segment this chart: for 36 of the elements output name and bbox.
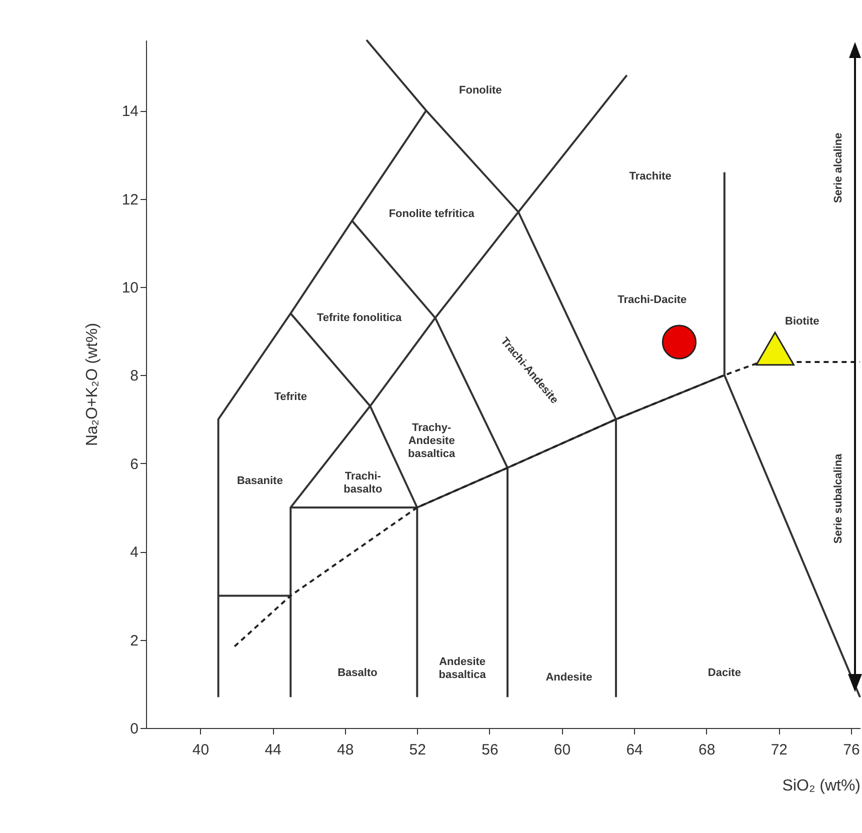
series-label: Biotite bbox=[785, 316, 820, 328]
x-tick-label: 52 bbox=[409, 742, 426, 758]
annotation: Serie subalcalina bbox=[832, 452, 844, 544]
y-tick-label: 8 bbox=[130, 368, 138, 385]
x-tick-label: 68 bbox=[698, 742, 716, 758]
y-tick-label: 2 bbox=[130, 632, 138, 650]
x-tick-label: 48 bbox=[336, 742, 354, 758]
annotation: Tefrite fonolitica bbox=[316, 312, 403, 324]
annotation: Trachi- basalto bbox=[344, 470, 382, 496]
y-tick-label: 12 bbox=[122, 191, 138, 208]
y-axis-title: Na₂O+K₂O (wt%) bbox=[84, 322, 101, 446]
annotation: Dacite bbox=[708, 666, 741, 679]
x-tick-label: 40 bbox=[192, 742, 210, 758]
x-tick-label: 56 bbox=[482, 742, 498, 758]
x-tick-label: 64 bbox=[626, 742, 643, 758]
annotation: Trachy- Andesite basaltica bbox=[408, 422, 456, 460]
x-tick-label: 72 bbox=[770, 742, 788, 758]
y-tick-label: 6 bbox=[130, 456, 138, 473]
annotation: Basalto bbox=[338, 666, 378, 679]
annotation: Fonolite bbox=[459, 84, 502, 97]
x-tick-label: 60 bbox=[554, 742, 571, 758]
annotation: Trachite bbox=[629, 170, 672, 183]
annotation: Fonolite tefritica bbox=[388, 208, 476, 220]
y-tick-label: 0 bbox=[130, 720, 138, 738]
annotation: Andesite basaltica bbox=[438, 656, 487, 681]
x-tick-label: 44 bbox=[264, 742, 282, 758]
annotation: Basanite bbox=[236, 475, 283, 488]
x-tick-label: 76 bbox=[843, 742, 860, 758]
annotation: Trachi-Dacite bbox=[618, 294, 687, 306]
y-tick-label: 4 bbox=[130, 544, 138, 562]
annotation: Andesite bbox=[546, 671, 592, 684]
y-tick-label: 10 bbox=[122, 279, 138, 296]
x-axis-title: SiO₂ (wt%) bbox=[782, 778, 860, 794]
annotation: Tefrite bbox=[274, 391, 308, 404]
annotation: Serie alcaline bbox=[832, 132, 844, 204]
y-tick-label: 14 bbox=[122, 103, 138, 120]
